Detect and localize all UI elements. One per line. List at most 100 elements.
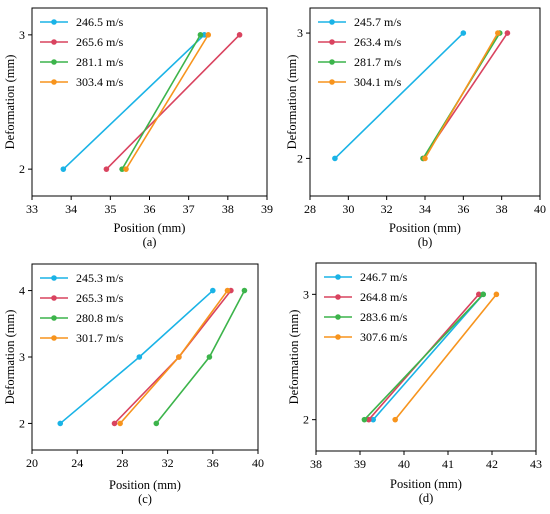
data-point [201,32,208,38]
panel-caption: (d) [419,491,434,505]
x-tick-label: 35 [104,202,116,216]
series-3 [361,291,487,423]
legend-label: 265.6 m/s [76,35,124,49]
legend-label: 245.7 m/s [354,15,402,29]
legend-label: 264.8 m/s [360,290,408,304]
legend-marker [51,59,57,65]
legend-marker [329,19,335,25]
data-point [504,30,511,36]
legend-marker [335,334,341,340]
legend-label: 283.6 m/s [360,310,408,324]
legend-marker [51,79,57,85]
x-tick-label: 39 [261,202,273,216]
legend-marker [51,315,57,321]
series-2 [111,287,234,427]
x-tick-label: 28 [116,456,128,470]
x-tick-label: 32 [162,456,174,470]
chart-1: 33 34 35 36 37 38 39 2 3 Position (mm) Deformation… [3,7,273,249]
legend-marker [51,19,57,25]
chart-2: 28 30 32 34 36 38 40 2 3 Position (mm) Deformation… [285,7,546,249]
legend-label: 301.7 m/s [76,331,124,345]
series-3 [119,32,204,172]
series-4 [123,32,212,172]
series-line [155,290,246,424]
x-tick-label: 28 [304,202,316,216]
series-line [334,32,464,159]
legend: 246.5 m/s 265.6 m/s 281.1 m/s 303.4 m/s [40,15,124,89]
y-tick-label: 3 [297,26,303,40]
data-point [480,291,487,298]
x-tick-label: 34 [419,202,431,216]
y-tick-label: 2 [297,151,303,165]
legend: 245.7 m/s 263.4 m/s 281.7 m/s 304.1 m/s [318,15,402,89]
plot-frame [31,7,268,197]
y-tick-label: 2 [19,162,25,176]
series-line [394,293,498,421]
x-axis-label: Position (mm) [389,221,461,235]
data-point [60,166,67,172]
x-tick-label: 43 [530,457,542,471]
data-point [123,166,129,172]
data-point [224,287,231,294]
series-2 [103,32,243,172]
data-point [361,416,368,423]
legend-label: 304.1 m/s [354,75,402,89]
series-3 [153,287,248,427]
x-tick-label: 40 [252,456,264,470]
x-tick-label: 40 [398,457,410,471]
legend-label: 303.4 m/s [76,75,124,89]
legend-marker [329,59,335,65]
legend-label: 281.1 m/s [76,55,124,69]
legend-marker [329,39,335,45]
y-axis-label: Deformation (mm) [3,310,17,405]
x-tick-label: 36 [457,202,469,216]
data-point [197,32,204,38]
data-point [57,420,64,427]
x-tick-label: 20 [26,456,38,470]
legend: 246.7 m/s 264.8 m/s 283.6 m/s 307.6 m/s [324,270,408,344]
panel-caption: (a) [143,235,157,249]
legend-label: 246.5 m/s [76,15,124,29]
x-axis-label: Position (mm) [109,478,181,492]
series-line [105,34,241,170]
series-line [424,32,499,159]
series-line [372,293,484,421]
data-point [422,155,428,162]
data-point [476,291,482,298]
series-4 [392,291,500,423]
legend: 245.3 m/s 265.3 m/s 280.8 m/s 301.7 m/s [40,271,124,345]
x-tick-label: 34 [65,202,77,216]
series-4 [117,287,231,427]
y-tick-label: 2 [303,413,309,427]
x-tick-label: 36 [144,202,156,216]
plot-frame [315,262,537,452]
data-point [205,32,212,38]
legend-marker [335,274,341,280]
data-point [493,291,500,298]
x-tick-label: 37 [183,202,195,216]
series-line [62,34,205,170]
series-line [125,34,209,170]
data-point [495,30,501,36]
data-point [236,32,243,38]
y-axis-label: Deformation (mm) [3,55,17,150]
plot-frame [31,263,259,451]
data-point [460,30,467,36]
legend-label: 307.6 m/s [360,330,408,344]
y-axis-label: Deformation (mm) [287,310,301,405]
chart-4: 38 39 40 41 42 43 2 3 Position (mm) Deformation (… [287,262,542,505]
series-1 [60,32,208,172]
data-point [366,416,372,423]
legend-marker [51,295,57,301]
x-tick-label: 30 [342,202,354,216]
data-point [206,354,213,360]
panel-caption: (c) [138,492,152,506]
legend-marker [51,335,57,341]
x-tick-label: 39 [354,457,366,471]
series-1 [57,287,216,427]
data-point [176,354,182,360]
x-tick-label: 32 [381,202,393,216]
x-tick-label: 41 [442,457,454,471]
x-axis-label: Position (mm) [390,477,462,491]
